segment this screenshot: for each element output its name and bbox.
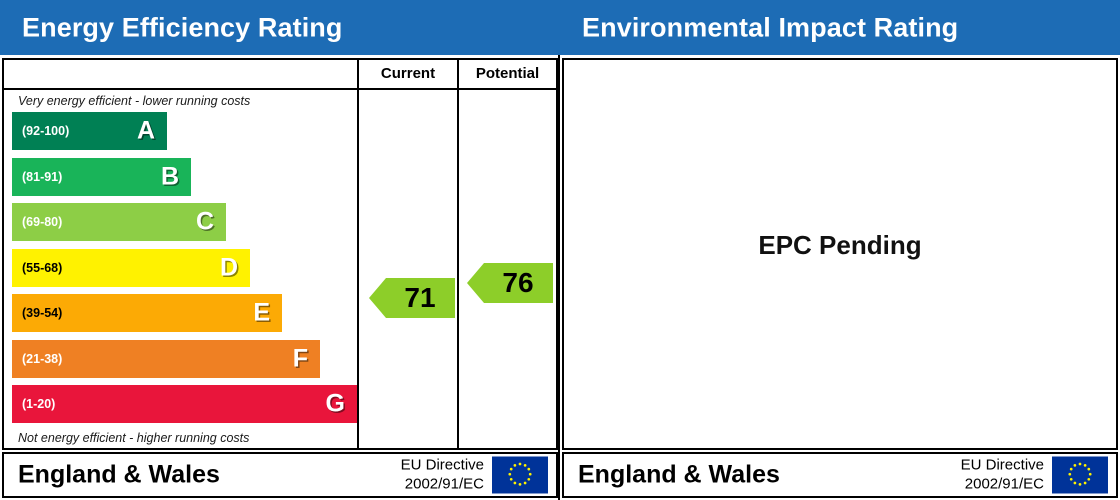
energy-efficiency-panel: Energy Efficiency Rating Current Potenti… bbox=[0, 0, 560, 498]
footer-directive-line2: 2002/91/EC bbox=[404, 475, 484, 492]
footer-directive-line2: 2002/91/EC bbox=[964, 475, 1044, 492]
environmental-impact-title: Environmental Impact Rating bbox=[582, 12, 959, 42]
rating-band-bar: (92-100) A bbox=[12, 112, 167, 150]
rating-band-bar: (55-68) D bbox=[12, 248, 250, 287]
footer-directive: EU Directive 2002/91/EC bbox=[401, 456, 484, 493]
energy-efficiency-chart: Current Potential Very energy efficient … bbox=[2, 58, 558, 450]
rating-band-range: (92-100) bbox=[22, 123, 70, 138]
footer-region-label: England & Wales bbox=[578, 460, 780, 489]
rating-band-f: (21-38) F bbox=[12, 339, 320, 378]
rating-band-b: (81-91) B bbox=[12, 157, 191, 196]
rating-band-range: (55-68) bbox=[22, 260, 63, 275]
environmental-impact-header: Environmental Impact Rating bbox=[560, 0, 1120, 55]
eu-flag-icon bbox=[1052, 456, 1108, 494]
energy-efficiency-title: Energy Efficiency Rating bbox=[22, 12, 343, 42]
rating-band-d: (55-68) D bbox=[12, 248, 250, 287]
rating-band-list: (92-100) A (81-91) B (69-80) C (55-68) D (39-54)… bbox=[4, 112, 357, 430]
rating-band-letter: A bbox=[136, 116, 155, 145]
column-header-current: Current bbox=[357, 60, 457, 88]
footer-directive: EU Directive 2002/91/EC bbox=[961, 456, 1044, 493]
rating-band-range: (39-54) bbox=[22, 305, 63, 320]
epc-pending-message: EPC Pending bbox=[758, 230, 922, 260]
rating-band-bar: (81-91) B bbox=[12, 157, 191, 196]
rating-band-bar: (21-38) F bbox=[12, 339, 320, 378]
rating-band-letter: C bbox=[195, 207, 214, 236]
rating-band-bar: (1-20) G bbox=[12, 385, 357, 423]
footer-region-label: England & Wales bbox=[18, 460, 220, 489]
rating-band-e: (39-54) E bbox=[12, 294, 282, 332]
column-header-row: Current Potential bbox=[4, 60, 556, 90]
panel-divider bbox=[558, 55, 560, 500]
rating-band-letter: B bbox=[160, 162, 179, 190]
rating-band-letter: E bbox=[253, 298, 270, 327]
rating-band-letter: G bbox=[325, 389, 345, 418]
rating-band-range: (69-80) bbox=[22, 214, 63, 229]
rating-band-range: (81-91) bbox=[22, 169, 63, 184]
rating-band-bar: (39-54) E bbox=[12, 294, 282, 332]
environmental-impact-chart: EPC Pending bbox=[562, 58, 1118, 450]
column-header-potential: Potential bbox=[457, 60, 556, 88]
footer-directive-line1: EU Directive bbox=[400, 456, 484, 474]
eu-flag-icon bbox=[492, 456, 548, 494]
footer-directive-line1: EU Directive bbox=[960, 456, 1044, 474]
environmental-impact-panel: Environmental Impact Rating EPC Pending … bbox=[560, 0, 1120, 500]
current-rating-value: 71 bbox=[404, 282, 436, 313]
rating-band-g: (1-20) G bbox=[12, 385, 357, 423]
rating-band-letter: F bbox=[292, 344, 308, 372]
potential-rating-arrow: 76 bbox=[467, 263, 553, 303]
rating-band-range: (21-38) bbox=[22, 351, 63, 366]
column-separator-potential bbox=[457, 90, 459, 448]
column-separator-current bbox=[357, 90, 359, 448]
rating-band-letter: D bbox=[219, 253, 238, 281]
energy-efficiency-header: Energy Efficiency Rating bbox=[0, 0, 560, 55]
environmental-impact-footer: England & Wales EU Directive 2002/91/EC bbox=[562, 452, 1118, 498]
rating-band-bar: (69-80) C bbox=[12, 203, 226, 241]
current-rating-arrow: 71 bbox=[369, 278, 455, 318]
potential-rating-value: 76 bbox=[502, 267, 534, 298]
rating-band-c: (69-80) C bbox=[12, 203, 226, 241]
caption-not-efficient: Not energy efficient - higher running co… bbox=[18, 431, 250, 445]
caption-very-efficient: Very energy efficient - lower running co… bbox=[18, 94, 251, 108]
rating-band-a: (92-100) A bbox=[12, 112, 167, 150]
energy-efficiency-footer: England & Wales EU Directive 2002/91/EC bbox=[2, 452, 558, 498]
rating-band-range: (1-20) bbox=[22, 396, 56, 411]
